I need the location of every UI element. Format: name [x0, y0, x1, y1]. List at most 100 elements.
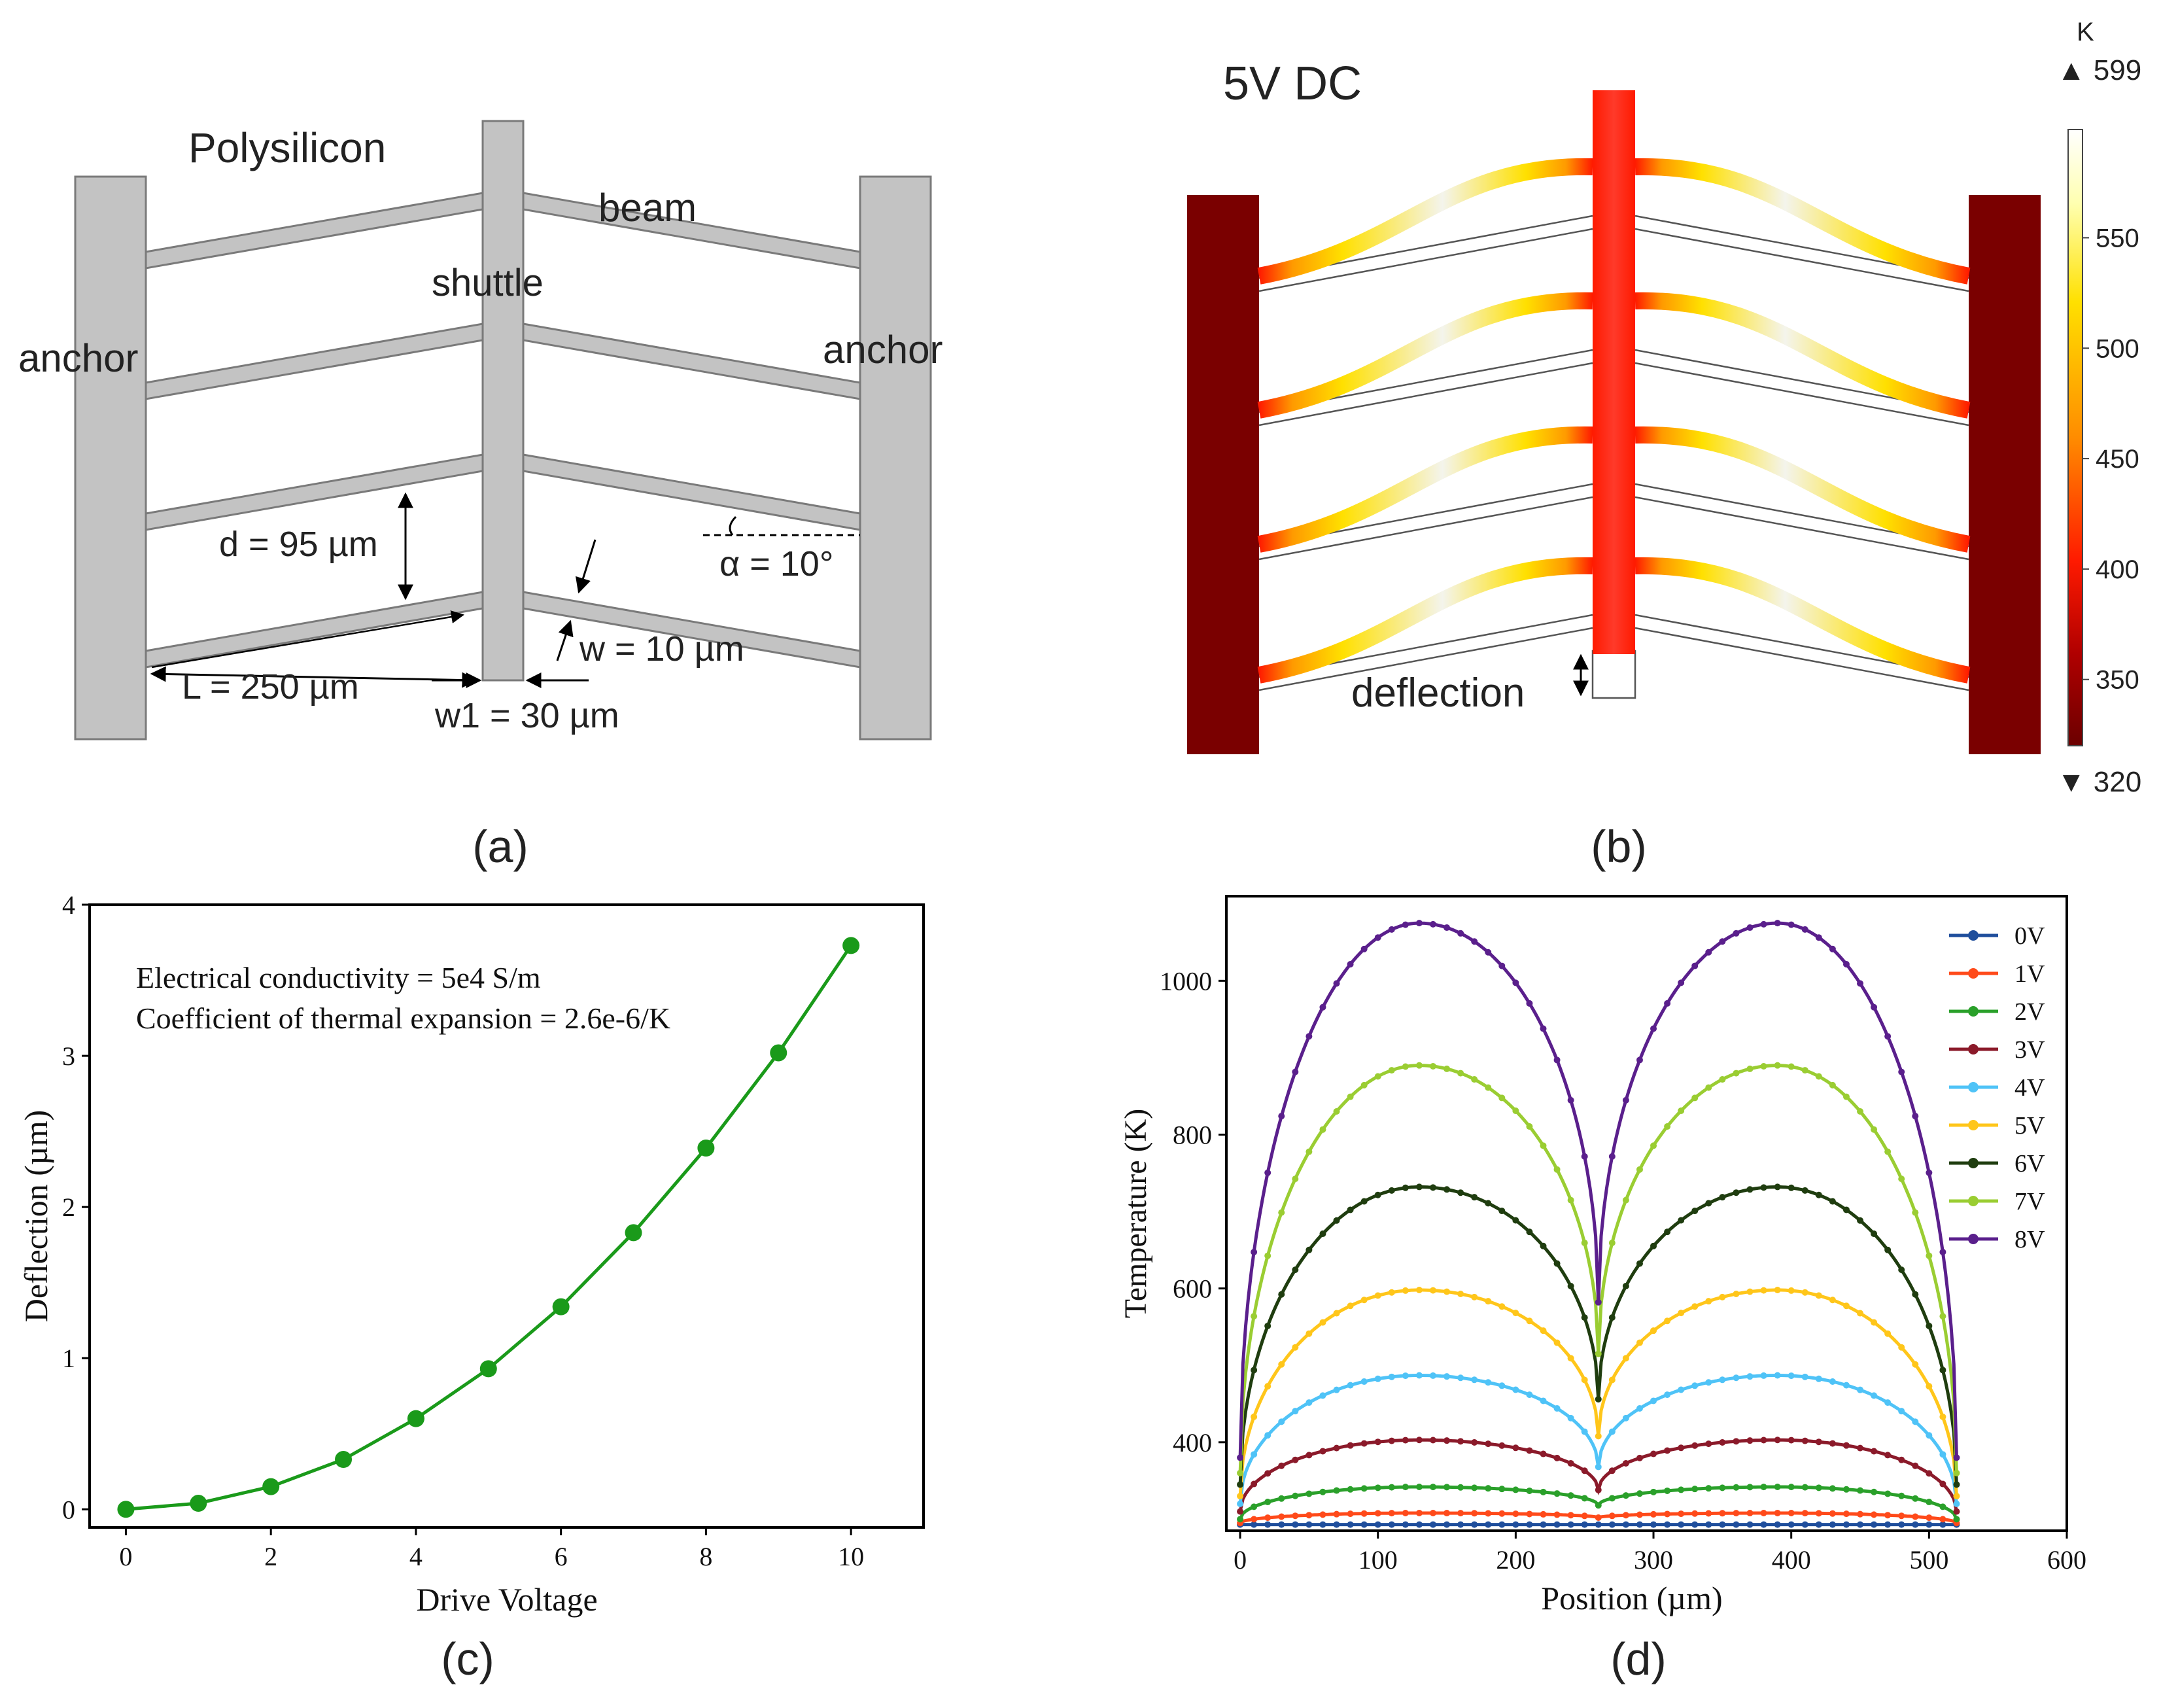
d-series-marker-4V — [1636, 1405, 1643, 1412]
d-series-marker-3V — [1457, 1438, 1464, 1445]
d-series-marker-7V — [1608, 1239, 1616, 1246]
d-series-marker-2V — [1829, 1485, 1836, 1492]
d-series-marker-6V — [1650, 1242, 1657, 1249]
d-series-marker-0V — [1360, 1521, 1368, 1528]
d-series-marker-2V — [1333, 1487, 1340, 1494]
d-series-marker-3V — [1319, 1448, 1326, 1455]
d-x-tick-label: 300 — [1634, 1545, 1673, 1575]
d-series-marker-0V — [1347, 1521, 1354, 1528]
d-series-marker-0V — [1415, 1521, 1423, 1528]
panel-b-label: (b) — [1591, 821, 1647, 872]
d-series-marker-3V — [1581, 1467, 1588, 1474]
d-series-marker-7V — [1305, 1148, 1313, 1155]
d-series-marker-6V — [1415, 1183, 1423, 1191]
d-series-marker-7V — [1842, 1093, 1850, 1100]
d-series-marker-7V — [1760, 1062, 1767, 1070]
d-series-marker-6V — [1305, 1246, 1313, 1253]
d-series-marker-2V — [1402, 1484, 1409, 1491]
d-series-marker-2V — [1664, 1487, 1671, 1494]
d-series-marker-4V — [1939, 1451, 1946, 1458]
d-series-marker-8V — [1691, 962, 1699, 969]
d-series-marker-7V — [1705, 1084, 1712, 1091]
c-series-points — [117, 937, 860, 1518]
d-series-marker-2V — [1388, 1484, 1395, 1491]
d-series-marker-8V — [1402, 921, 1409, 928]
d-series-marker-4V — [1926, 1432, 1933, 1439]
d-series-marker-7V — [1402, 1063, 1409, 1070]
d-series-marker-0V — [1691, 1521, 1699, 1528]
d-series-marker-6V — [1774, 1183, 1781, 1191]
d-series-marker-0V — [1842, 1521, 1850, 1528]
d-series-marker-1V — [1774, 1509, 1781, 1516]
d-series-marker-2V — [1581, 1495, 1588, 1502]
d-series-marker-1V — [1829, 1510, 1836, 1517]
d-series-marker-1V — [1567, 1512, 1574, 1519]
d-legend-marker — [1968, 1234, 1979, 1244]
d-ylabel: Temperature (K) — [1118, 1109, 1153, 1318]
d-series-marker-2V — [1774, 1483, 1781, 1490]
d-series-marker-6V — [1636, 1260, 1643, 1267]
c-y-tick-label: 3 — [62, 1041, 75, 1071]
d-series-marker-0V — [1829, 1521, 1836, 1528]
d-series-marker-8V — [1953, 1454, 1960, 1461]
d-series-marker-5V — [1953, 1493, 1960, 1500]
d-series-marker-0V — [1498, 1521, 1506, 1528]
d-series-marker-7V — [1251, 1313, 1258, 1320]
d-series-marker-5V — [1760, 1287, 1767, 1294]
d-series-marker-4V — [1415, 1372, 1423, 1379]
d-series-marker-7V — [1237, 1469, 1244, 1476]
d-legend-label: 7V — [2014, 1188, 2045, 1215]
d-series-marker-7V — [1347, 1093, 1354, 1100]
d-series-marker-4V — [1264, 1432, 1271, 1439]
d-series-marker-0V — [1664, 1521, 1671, 1528]
d-series-marker-2V — [1457, 1484, 1464, 1491]
d-series-marker-5V — [1884, 1330, 1892, 1337]
d-series-marker-2V — [1305, 1490, 1313, 1497]
c-y-tick-label: 2 — [62, 1193, 75, 1222]
d-series-marker-3V — [1842, 1442, 1850, 1449]
colorbar-tick-label: 400 — [2096, 555, 2139, 584]
d-series-marker-2V — [1278, 1495, 1285, 1502]
d-series-marker-8V — [1305, 1033, 1313, 1040]
d-series-marker-4V — [1444, 1373, 1451, 1380]
d-series-marker-5V — [1402, 1287, 1409, 1294]
d-series-marker-1V — [1815, 1510, 1822, 1517]
colorbar-ticks: 550 500 450 400 350 — [2083, 224, 2139, 695]
d-series-marker-3V — [1347, 1442, 1354, 1449]
d-series-marker-8V — [1801, 926, 1808, 933]
d-series-marker-2V — [1498, 1486, 1506, 1493]
c-x-tick-label: 2 — [264, 1542, 277, 1571]
d-series-marker-7V — [1264, 1252, 1271, 1259]
d-series-marker-7V — [1553, 1166, 1561, 1173]
d-series-marker-2V — [1939, 1503, 1946, 1510]
d-series-marker-0V — [1319, 1521, 1326, 1528]
d-series-marker-4V — [1540, 1397, 1547, 1404]
d-legend-marker — [1968, 1196, 1979, 1206]
d-series-marker-8V — [1278, 1113, 1285, 1120]
hot-beam-right-4 — [1634, 557, 1971, 684]
d-series-marker-0V — [1595, 1521, 1602, 1528]
d-series-marker-6V — [1678, 1217, 1685, 1224]
d-series-marker-1V — [1415, 1509, 1423, 1516]
d-series-marker-3V — [1498, 1442, 1506, 1449]
d-series-marker-1V — [1842, 1510, 1850, 1518]
d-series-marker-6V — [1553, 1260, 1561, 1267]
d-series-marker-2V — [1526, 1487, 1533, 1494]
hot-beam-left-2 — [1257, 292, 1593, 419]
d-series-marker-6V — [1512, 1217, 1519, 1224]
d-y-tick-label: 400 — [1173, 1428, 1212, 1457]
d-series-marker-4V — [1567, 1414, 1574, 1421]
d-series — [1237, 920, 1960, 1528]
d-series-marker-7V — [1664, 1123, 1671, 1130]
d-series-marker-3V — [1429, 1437, 1436, 1444]
d-series-marker-0V — [1650, 1521, 1657, 1528]
d-series-marker-2V — [1444, 1484, 1451, 1491]
d-series-marker-4V — [1526, 1391, 1533, 1399]
d-series-marker-7V — [1292, 1176, 1299, 1183]
beam-left-1 — [145, 192, 484, 270]
d-series-marker-2V — [1485, 1485, 1492, 1492]
d-series-marker-8V — [1457, 930, 1464, 937]
d-series-marker-1V — [1429, 1509, 1436, 1516]
d-series-marker-1V — [1292, 1512, 1299, 1520]
